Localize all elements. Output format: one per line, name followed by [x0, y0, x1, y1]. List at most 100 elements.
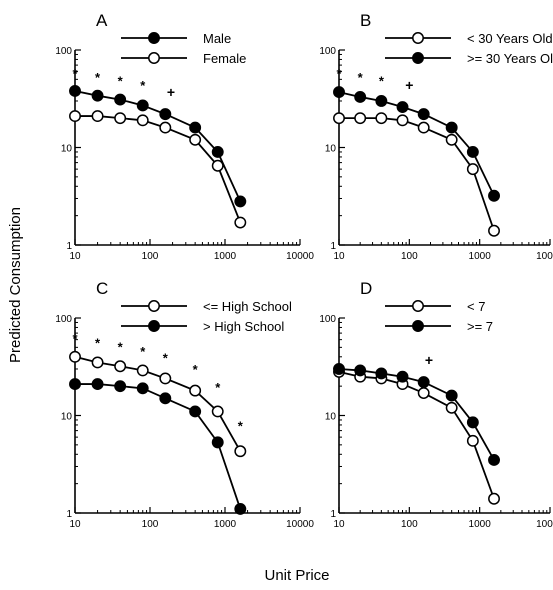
- panel-letter: A: [96, 11, 108, 30]
- data-point: [159, 121, 172, 134]
- legend-marker: [412, 32, 424, 44]
- legend-label: Male: [203, 31, 231, 46]
- data-point: [466, 146, 479, 158]
- data-point: [234, 445, 247, 458]
- data-point: [114, 360, 127, 373]
- legend-marker: [412, 320, 424, 332]
- x-tick-label: 10000: [536, 519, 553, 530]
- data-point: [417, 108, 430, 121]
- data-point: [211, 405, 224, 418]
- significance-asterisk: *: [336, 66, 342, 81]
- significance-asterisk: *: [193, 362, 199, 377]
- data-point: [375, 367, 388, 380]
- data-point: [333, 363, 345, 375]
- data-point: [91, 110, 104, 123]
- significance-asterisk: *: [140, 78, 146, 93]
- data-point: [91, 356, 104, 369]
- y-tick-label: 100: [319, 46, 336, 57]
- data-point: [488, 189, 500, 202]
- panel-letter: C: [96, 279, 108, 298]
- data-point: [69, 110, 81, 123]
- data-point: [445, 121, 458, 134]
- data-point: [396, 370, 409, 383]
- data-point: [189, 121, 202, 134]
- legend-marker: [148, 300, 160, 312]
- data-point: [417, 376, 430, 389]
- y-tick-label: 10: [61, 144, 73, 155]
- y-tick-label: 1: [330, 509, 336, 520]
- data-point: [466, 163, 479, 176]
- data-point: [466, 416, 479, 429]
- data-point: [417, 121, 430, 134]
- data-point: [417, 387, 430, 399]
- significance-plus: +: [167, 84, 175, 100]
- x-tick-label: 10: [333, 519, 345, 530]
- data-point: [466, 434, 479, 447]
- data-point: [396, 114, 409, 127]
- data-point: [234, 216, 247, 229]
- significance-plus: +: [405, 77, 413, 93]
- significance-asterisk: *: [118, 339, 124, 354]
- legend-label: >= 30 Years Old: [467, 51, 553, 66]
- y-tick-label: 100: [319, 314, 336, 325]
- panel-letter: D: [360, 279, 372, 298]
- y-tick-label: 10: [61, 412, 73, 423]
- data-point: [91, 378, 104, 391]
- data-point: [159, 108, 172, 121]
- y-axis-label: Predicted Consumption: [7, 207, 24, 363]
- x-tick-label: 10: [69, 251, 81, 262]
- data-point: [136, 114, 149, 127]
- data-point: [354, 112, 367, 125]
- data-point: [211, 146, 224, 158]
- significance-plus: +: [425, 352, 433, 368]
- significance-asterisk: *: [163, 351, 169, 366]
- panel-letter: B: [360, 11, 371, 30]
- x-tick-label: 100: [401, 251, 418, 262]
- data-point: [333, 86, 345, 99]
- data-point: [488, 454, 500, 466]
- legend-marker: [412, 52, 424, 64]
- data-point: [375, 95, 388, 107]
- data-point: [354, 90, 367, 103]
- data-point: [189, 405, 202, 418]
- significance-asterisk: *: [140, 344, 146, 359]
- x-tick-label: 1000: [469, 251, 492, 262]
- x-tick-label: 10: [333, 251, 345, 262]
- data-point: [159, 372, 172, 385]
- significance-asterisk: *: [238, 418, 244, 433]
- data-point: [375, 112, 388, 125]
- significance-asterisk: *: [358, 70, 364, 85]
- y-tick-label: 10: [325, 144, 337, 155]
- legend-marker: [148, 32, 160, 44]
- data-point: [488, 492, 500, 505]
- legend-label: > High School: [203, 319, 284, 334]
- significance-asterisk: *: [215, 380, 221, 395]
- x-tick-label: 1000: [469, 519, 492, 530]
- x-tick-label: 100: [142, 251, 159, 262]
- data-point: [211, 436, 224, 449]
- series-line: [338, 91, 495, 197]
- y-tick-label: 100: [55, 46, 72, 57]
- y-tick-label: 100: [55, 314, 72, 325]
- x-tick-label: 10000: [286, 519, 314, 530]
- panel-b: B11010010100100010000***+< 30 Years Old>…: [319, 11, 553, 262]
- data-point: [136, 99, 149, 112]
- x-axis-label: Unit Price: [264, 567, 329, 584]
- data-point: [189, 384, 202, 397]
- legend-label: Female: [203, 51, 246, 66]
- legend-marker: [148, 320, 160, 332]
- data-point: [91, 89, 104, 102]
- data-point: [445, 401, 458, 414]
- significance-asterisk: *: [95, 70, 101, 85]
- data-point: [69, 350, 81, 363]
- data-point: [114, 112, 127, 125]
- y-tick-label: 1: [66, 241, 72, 252]
- panel-d: D11010010100100010000+< 7>= 7: [319, 279, 553, 530]
- data-point: [488, 224, 500, 237]
- significance-asterisk: *: [379, 74, 385, 89]
- significance-asterisk: *: [118, 74, 124, 89]
- legend-label: <= High School: [203, 299, 292, 314]
- series-line: [74, 90, 242, 202]
